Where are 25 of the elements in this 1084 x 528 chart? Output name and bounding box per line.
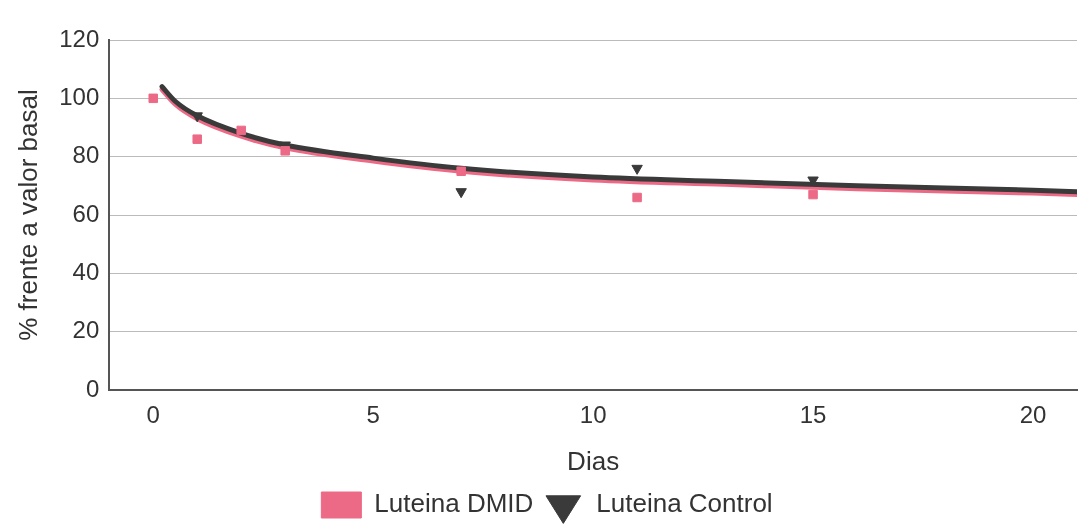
- point: [631, 164, 643, 175]
- point: [455, 188, 467, 199]
- y-tick-label: 0: [85, 374, 100, 402]
- x-tick-label: 20: [1019, 401, 1047, 429]
- x-axis-title: Dias: [567, 445, 620, 476]
- point: [280, 146, 290, 156]
- y-tick-label: 60: [72, 199, 100, 227]
- point: [236, 125, 246, 136]
- legend-label: Luteina DMID: [374, 488, 534, 519]
- y-tick-label: 100: [59, 82, 100, 110]
- x-tick-label: 10: [579, 401, 607, 429]
- y-tick-label: 120: [59, 24, 100, 52]
- x-tick-label: 0: [146, 401, 160, 429]
- y-tick-label: 40: [72, 257, 100, 285]
- x-tick-label: 15: [799, 401, 827, 429]
- y-tick-label: 80: [72, 141, 100, 169]
- point: [808, 189, 818, 200]
- point: [192, 134, 202, 144]
- y-tick-label: 20: [72, 316, 100, 344]
- x-tick-label: 5: [366, 401, 380, 429]
- y-axis-title: % frente a valor basal: [12, 89, 43, 341]
- point: [148, 93, 158, 104]
- legend-label: Luteina Control: [596, 488, 773, 519]
- point: [632, 192, 642, 203]
- point: [456, 166, 466, 176]
